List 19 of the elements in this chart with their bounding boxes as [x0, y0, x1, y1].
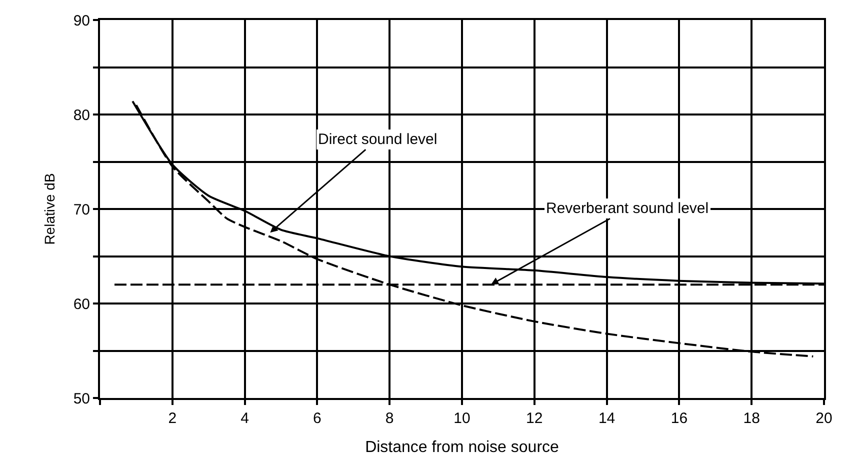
- y-tick-label: 50: [73, 390, 90, 408]
- y-tick-label: 90: [73, 12, 90, 30]
- x-tick-label: 8: [385, 410, 394, 427]
- x-axis-title: Distance from noise source: [365, 439, 560, 456]
- y-tick-label: 80: [73, 106, 90, 124]
- y-axis-title: Relative dB: [41, 173, 58, 245]
- y-tick-label: 60: [73, 296, 90, 313]
- x-tick-label: 12: [526, 410, 543, 427]
- annotation: Reverberant sound level: [546, 200, 709, 217]
- x-tick-label: 10: [454, 410, 470, 427]
- x-tick-label: 20: [816, 410, 832, 427]
- x-tick-label: 4: [240, 410, 249, 427]
- y-tick-label: 70: [73, 201, 90, 218]
- x-tick-label: 6: [313, 410, 322, 427]
- x-tick-label: 16: [670, 410, 688, 427]
- annotation: Direct sound level: [318, 131, 438, 148]
- x-tick-label: 18: [743, 410, 760, 427]
- x-tick-label: 2: [168, 410, 177, 427]
- x-tick-label: 14: [598, 410, 616, 427]
